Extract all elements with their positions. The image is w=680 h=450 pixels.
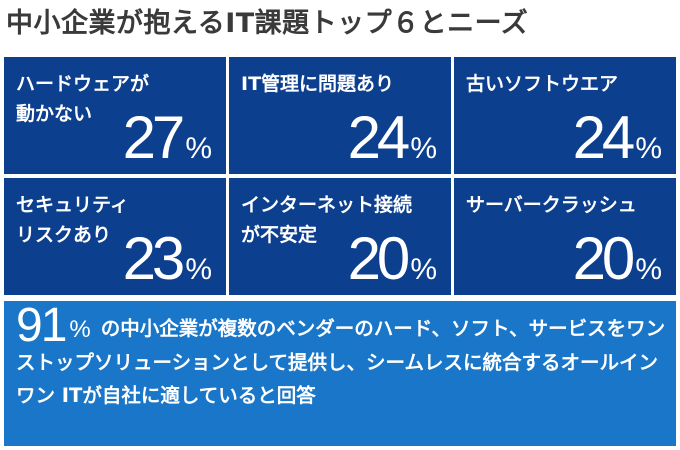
issue-card-it-management: IT管理に問題あり 24% [229, 57, 451, 174]
issue-label-line1: IT管理に問題あり [241, 73, 395, 95]
banner-text: 91% の中小企業が複数のベンダーのハード、ソフト、サービスをワンストップソリュー… [16, 302, 666, 412]
issue-label: サーバークラッシュ [466, 190, 637, 220]
issue-value: 24 [347, 104, 411, 171]
issues-grid: ハードウェアが 動かない 27% IT管理に問題あり 24% 古いソフトウエア … [4, 57, 676, 295]
issue-card-old-software: 古いソフトウエア 24% [454, 57, 676, 174]
banner-value: 91 [16, 299, 67, 352]
issue-label: IT管理に問題あり [241, 69, 394, 99]
issue-label-line1: 古いソフトウエア [466, 73, 619, 95]
banner-percent-sign: % [69, 316, 91, 343]
issue-label-line2: 動かない [16, 103, 93, 125]
issue-label: 古いソフトウエア [466, 69, 618, 99]
issue-card-hardware: ハードウェアが 動かない 27% [4, 57, 226, 174]
issue-value: 20 [572, 225, 636, 292]
issue-percent: 20% [573, 229, 662, 289]
issue-label: インターネット接続 が不安定 [241, 190, 412, 250]
percent-sign: % [185, 253, 212, 286]
percent-sign: % [410, 132, 437, 165]
issue-label-line2: が不安定 [241, 224, 318, 246]
percent-sign: % [410, 253, 437, 286]
percent-sign: % [635, 253, 662, 286]
percent-sign: % [635, 132, 662, 165]
issue-label: ハードウェアが 動かない [16, 69, 149, 129]
issue-label-line1: インターネット接続 [241, 194, 413, 216]
issue-card-server-crash: サーバークラッシュ 20% [454, 178, 676, 295]
issue-label: セキュリティ リスクあり [16, 190, 129, 250]
issue-percent: 20% [348, 229, 437, 289]
issue-label-line1: サーバークラッシュ [466, 194, 637, 216]
page-title: 中小企業が抱えるIT課題トップ６とニーズ [6, 8, 529, 39]
issue-percent: 24% [348, 108, 437, 168]
needs-banner: 91% の中小企業が複数のベンダーのハード、ソフト、サービスをワンストップソリュー… [4, 301, 676, 446]
issue-card-internet: インターネット接続 が不安定 20% [229, 178, 451, 295]
issue-value: 23 [122, 225, 186, 292]
issue-label-line1: セキュリティ [16, 194, 129, 216]
issue-percent: 24% [573, 108, 662, 168]
issue-label-line2: リスクあり [16, 224, 112, 246]
issue-value: 20 [347, 225, 411, 292]
banner-description: の中小企業が複数のベンダーのハード、ソフト、サービスをワンストップソリューション… [16, 317, 666, 407]
percent-sign: % [185, 132, 212, 165]
issue-card-security: セキュリティ リスクあり 23% [4, 178, 226, 295]
issue-percent: 23% [123, 229, 212, 289]
issue-value: 24 [572, 104, 636, 171]
issue-value: 27 [122, 104, 186, 171]
issue-label-line1: ハードウェアが [16, 73, 150, 95]
issue-percent: 27% [123, 108, 212, 168]
